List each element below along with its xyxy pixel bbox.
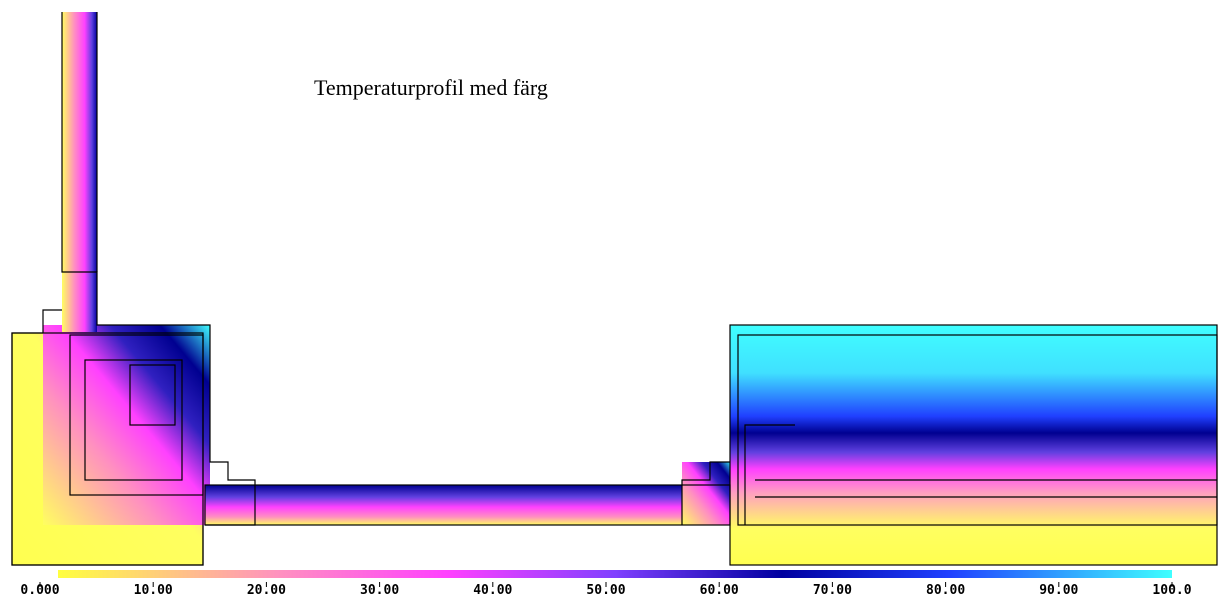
scale-label: 50.00 (586, 583, 625, 597)
scale-label: 60.00 (700, 583, 739, 597)
outlines (11, 12, 1218, 566)
color-scale (58, 570, 1172, 578)
scale-label: 10.00 (134, 583, 173, 597)
right-block (730, 325, 1217, 565)
scale-label: 30.00 (360, 583, 399, 597)
title: Temperaturprofil med färg (314, 75, 548, 100)
scale-label: 20.00 (247, 583, 286, 597)
right-step (682, 462, 732, 525)
scale-label: 40.00 (473, 583, 512, 597)
scale-label: 70.00 (813, 583, 852, 597)
scale-label: 90.00 (1039, 583, 1078, 597)
chimney (62, 12, 97, 332)
scale-label: 80.00 (926, 583, 965, 597)
scale-label: 100.0 (1152, 583, 1191, 597)
channel (205, 485, 730, 525)
scale-label: 0.000 (20, 583, 59, 597)
